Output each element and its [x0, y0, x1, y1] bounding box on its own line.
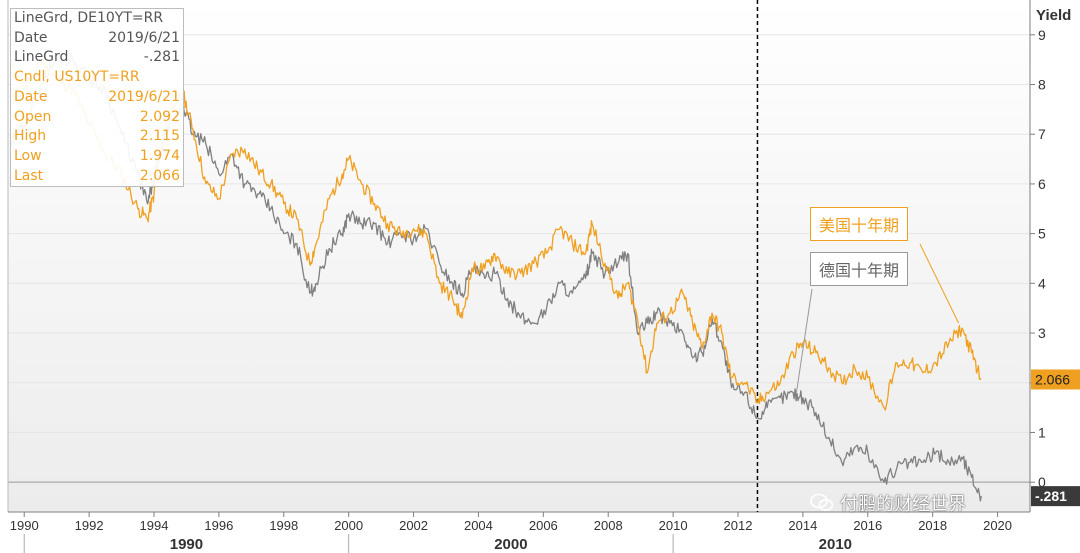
- x-tick-label: 2004: [464, 518, 493, 533]
- y-tick-label: 3: [1038, 325, 1046, 341]
- x-tick-label: 2008: [594, 518, 623, 533]
- y-tick-label: 8: [1038, 77, 1046, 93]
- us-low-label: Low: [14, 147, 42, 164]
- us-ticker: Cndl, US10YT=RR: [14, 69, 140, 86]
- us-date-label: Date: [14, 88, 48, 105]
- y-tick-label: 4: [1038, 275, 1046, 291]
- us-last-label: Last: [14, 167, 44, 184]
- y-tick-label: 0: [1038, 474, 1046, 490]
- x-decade-label: 1990: [170, 536, 203, 553]
- de-series-value: -.281: [143, 49, 180, 66]
- x-tick-label: 1992: [75, 518, 104, 533]
- x-tick-label: 1996: [204, 518, 233, 533]
- x-decade-label: 2000: [494, 536, 527, 553]
- x-tick-label: 2016: [853, 518, 882, 533]
- us-high-label: High: [14, 128, 47, 145]
- de-date-label: Date: [14, 29, 48, 46]
- x-tick-label: 2020: [983, 518, 1012, 533]
- watermark: 付鹏的财经世界: [810, 490, 966, 516]
- y-tick-label: 9: [1038, 27, 1046, 43]
- us-last-tag: 2.066: [1035, 371, 1070, 387]
- de-last-tag: -.281: [1035, 488, 1067, 504]
- x-tick-label: 2014: [788, 518, 817, 533]
- y-axis-label: Yield: [1036, 7, 1071, 24]
- last-value-tags: 2.066 -.281: [1031, 369, 1080, 507]
- y-tick-label: 1: [1038, 424, 1046, 440]
- axis-ticks: 0123456789199019921994199619982000200220…: [10, 27, 1046, 553]
- x-tick-label: 2002: [399, 518, 428, 533]
- us-open-label: Open: [14, 108, 52, 125]
- wechat-icon: [810, 493, 834, 511]
- us-last-tag-bg: [1031, 369, 1080, 390]
- us-low-value: 1.974: [139, 147, 180, 164]
- de-callout-connector: [795, 288, 813, 393]
- x-decade-label: 2010: [819, 536, 852, 553]
- us-high-value: 2.115: [139, 128, 180, 145]
- de-ticker: LineGrd, DE10YT=RR: [14, 10, 164, 26]
- de-last-tag-bg: [1031, 486, 1080, 507]
- y-tick-label: 7: [1038, 126, 1046, 142]
- series-line-us: [11, 58, 982, 411]
- x-tick-label: 2010: [659, 518, 688, 533]
- us-series-callout: 美国十年期: [810, 207, 909, 241]
- x-tick-label: 2000: [334, 518, 363, 533]
- x-tick-label: 1998: [269, 518, 298, 533]
- y-tick-label: 6: [1038, 176, 1046, 192]
- series-group: [11, 53, 982, 502]
- de-date-value: 2019/6/21: [108, 29, 180, 46]
- x-tick-label: 2012: [724, 518, 753, 533]
- x-tick-label: 2006: [529, 518, 558, 533]
- us-open-value: 2.092: [139, 108, 180, 125]
- us-callout-connector: [919, 243, 960, 324]
- de-series-callout: 德国十年期: [810, 252, 909, 286]
- x-tick-label: 2018: [918, 518, 947, 533]
- x-tick-label: 1990: [10, 518, 39, 533]
- watermark-text: 付鹏的财经世界: [840, 494, 966, 515]
- y-tick-label: 5: [1038, 226, 1046, 242]
- us-date-value: 2019/6/21: [108, 88, 180, 105]
- us-last-value: 2.066: [139, 167, 180, 184]
- info-panel: LineGrd, DE10YT=RR Date 2019/6/21 LineGrd…: [10, 8, 184, 188]
- x-tick-label: 1994: [140, 518, 169, 533]
- de-series-label: LineGrd: [14, 49, 69, 66]
